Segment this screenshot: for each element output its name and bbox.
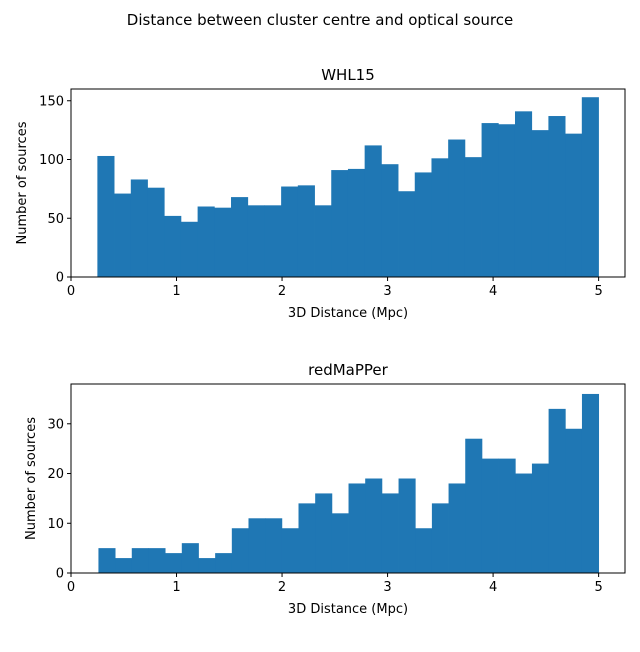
histogram-bar	[115, 558, 133, 573]
y-tick-label: 0	[56, 271, 64, 286]
histogram-bar	[565, 428, 583, 573]
histogram-bar	[164, 215, 182, 277]
axes-frame	[70, 383, 626, 574]
histogram-bar	[297, 185, 315, 277]
histogram-bar	[298, 503, 316, 573]
histogram-bar	[364, 145, 382, 277]
x-tick-label: 4	[489, 580, 497, 595]
histogram-bar	[448, 139, 466, 277]
y-tick-label: 30	[47, 417, 64, 432]
histogram-bar	[147, 187, 165, 277]
histogram-bar	[415, 528, 433, 573]
histogram-bar	[381, 493, 399, 573]
histogram-bar	[214, 207, 232, 277]
histogram-bar	[114, 193, 132, 277]
histogram-bar	[231, 528, 249, 573]
x-tick-label: 5	[594, 580, 602, 595]
x-tick-label: 3	[383, 284, 391, 299]
histogram-bar	[248, 518, 266, 573]
plot-title: WHL15	[321, 66, 375, 84]
histogram-bar	[565, 133, 583, 277]
axes-frame	[70, 88, 626, 278]
y-tick-label: 50	[47, 212, 64, 227]
x-tick-label: 2	[278, 580, 286, 595]
histogram-bar	[531, 463, 549, 573]
histogram-bar	[464, 157, 482, 277]
histogram-bar	[348, 483, 366, 573]
y-tick-label: 100	[39, 153, 64, 168]
histogram-redmapper: 0 1 2 3 4 5 0 10 20 30 redMaPPer 3D Distance (Mpc) N…	[24, 361, 626, 617]
y-tick-label: 150	[39, 94, 64, 109]
plot-title: redMaPPer	[308, 361, 389, 379]
histogram-bar	[198, 558, 216, 573]
histogram-bar	[97, 155, 115, 277]
histogram-bar	[431, 503, 449, 573]
figure-title: Distance between cluster centre and opti…	[127, 11, 513, 29]
histogram-bar	[281, 186, 299, 277]
histogram-bar	[281, 528, 299, 573]
histogram-bar	[197, 206, 215, 277]
histogram-bar	[498, 458, 516, 573]
histogram-bar	[581, 393, 600, 573]
y-tick-label: 0	[56, 567, 64, 582]
histogram-bar	[165, 553, 183, 573]
x-tick-label: 3	[383, 580, 391, 595]
y-tick-label: 10	[47, 517, 64, 532]
histogram-bar	[515, 473, 533, 573]
histogram-bar	[347, 168, 366, 277]
x-tick-label: 4	[489, 284, 497, 299]
y-axis-label: Number of sources	[15, 121, 30, 244]
histogram-bar	[98, 548, 116, 573]
histogram-bar	[481, 123, 499, 277]
histogram-bar	[548, 408, 566, 573]
histogram-bar	[414, 172, 432, 277]
histogram-bar	[180, 221, 198, 277]
histogram-bar	[398, 191, 416, 277]
histogram-bar	[531, 130, 549, 278]
x-tick-label: 1	[172, 284, 180, 299]
histogram-bar	[365, 478, 383, 573]
histogram-bar	[498, 124, 516, 277]
x-tick-label: 0	[67, 284, 75, 299]
histogram-bar	[148, 548, 166, 573]
x-tick-label: 1	[172, 580, 180, 595]
histogram-bar	[514, 111, 533, 277]
histogram-bar	[331, 170, 349, 277]
histogram-bar	[231, 197, 249, 277]
histogram-bar	[548, 116, 566, 277]
histogram-bar	[481, 458, 499, 573]
histogram-bar	[465, 438, 483, 573]
y-tick-label: 20	[47, 467, 64, 482]
histogram-bar	[131, 548, 149, 573]
histogram-bar	[181, 543, 199, 573]
y-axis-label: Number of sources	[24, 417, 39, 540]
histogram-bar	[130, 179, 148, 277]
histogram-bar	[581, 97, 599, 277]
histogram-bar	[315, 493, 333, 573]
histogram-bar	[215, 553, 233, 573]
histogram-bar	[381, 164, 399, 277]
histogram-bar	[264, 205, 282, 277]
histogram-bar	[331, 513, 349, 573]
x-tick-label: 0	[67, 580, 75, 595]
histogram-bar	[247, 205, 265, 277]
x-axis-label: 3D Distance (Mpc)	[288, 602, 408, 617]
histogram-bar	[265, 518, 283, 573]
x-tick-label: 5	[594, 284, 602, 299]
histogram-bar	[448, 483, 466, 573]
histogram-bar	[431, 158, 449, 277]
x-axis-label: 3D Distance (Mpc)	[288, 306, 408, 321]
histogram-bar	[398, 478, 416, 573]
histogram-bar	[314, 205, 332, 277]
x-tick-label: 2	[278, 284, 286, 299]
